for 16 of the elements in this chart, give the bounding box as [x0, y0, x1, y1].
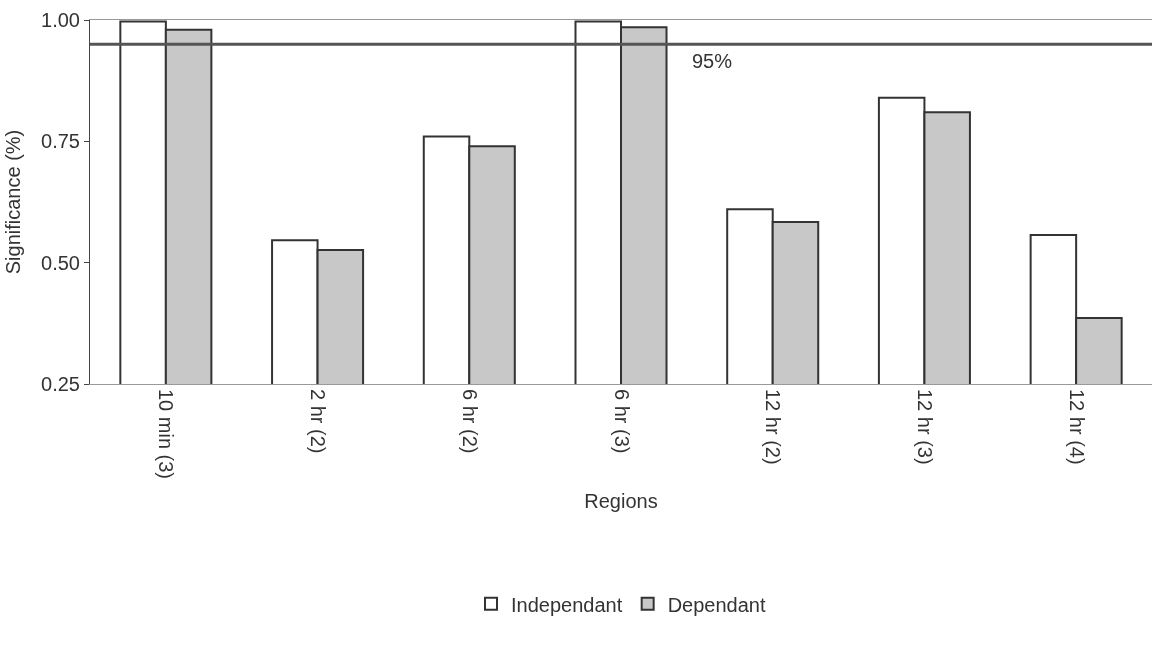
y-tick-label: 0.25	[41, 373, 80, 395]
x-tick-label: 6 hr (2)	[458, 389, 481, 454]
legend-label: Independant	[511, 593, 623, 616]
x-axis-title: Regions	[584, 489, 658, 512]
y-axis-title: Significance (%)	[1, 129, 24, 275]
y-tick-label: 0.75	[41, 130, 80, 153]
x-tick-label: 12 hr (2)	[762, 389, 785, 465]
y-tick-label: 0.50	[41, 251, 80, 274]
x-tick-label: 10 min (3)	[155, 389, 178, 480]
x-tick-label: 6 hr (3)	[610, 389, 633, 454]
x-tick-label: 2 hr (2)	[307, 389, 330, 454]
x-tick-label: 12 hr (4)	[1065, 389, 1088, 465]
y-tick-label: 1.00	[41, 9, 80, 31]
legend-label: Dependant	[667, 593, 766, 616]
ref-line-label: 95%	[692, 50, 733, 72]
x-tick-label: 12 hr (3)	[913, 389, 936, 465]
